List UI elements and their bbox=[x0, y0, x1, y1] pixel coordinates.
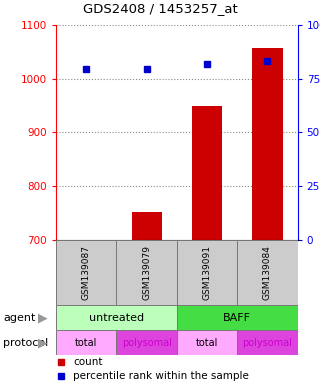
Bar bbox=[132, 212, 162, 240]
Text: ▶: ▶ bbox=[38, 336, 48, 349]
Bar bbox=[237, 240, 298, 305]
Bar bbox=[116, 330, 177, 355]
Text: GSM139087: GSM139087 bbox=[82, 245, 91, 300]
Bar bbox=[192, 106, 222, 240]
Text: total: total bbox=[196, 338, 218, 348]
Text: agent: agent bbox=[3, 313, 36, 323]
Text: BAFF: BAFF bbox=[223, 313, 251, 323]
Text: GSM139079: GSM139079 bbox=[142, 245, 151, 300]
Text: polysomal: polysomal bbox=[122, 338, 172, 348]
Bar bbox=[177, 330, 237, 355]
Bar bbox=[237, 330, 298, 355]
Text: count: count bbox=[73, 356, 102, 367]
Bar bbox=[56, 305, 177, 330]
Text: GSM139091: GSM139091 bbox=[203, 245, 212, 300]
Bar bbox=[252, 48, 283, 240]
Text: GSM139084: GSM139084 bbox=[263, 245, 272, 300]
Bar bbox=[177, 305, 298, 330]
Text: untreated: untreated bbox=[89, 313, 144, 323]
Text: ▶: ▶ bbox=[38, 311, 48, 324]
Bar bbox=[56, 240, 116, 305]
Text: GDS2408 / 1453257_at: GDS2408 / 1453257_at bbox=[83, 2, 237, 15]
Text: protocol: protocol bbox=[3, 338, 48, 348]
Bar bbox=[116, 240, 177, 305]
Bar bbox=[177, 240, 237, 305]
Text: total: total bbox=[75, 338, 97, 348]
Bar bbox=[56, 330, 116, 355]
Text: polysomal: polysomal bbox=[243, 338, 292, 348]
Text: percentile rank within the sample: percentile rank within the sample bbox=[73, 371, 249, 381]
